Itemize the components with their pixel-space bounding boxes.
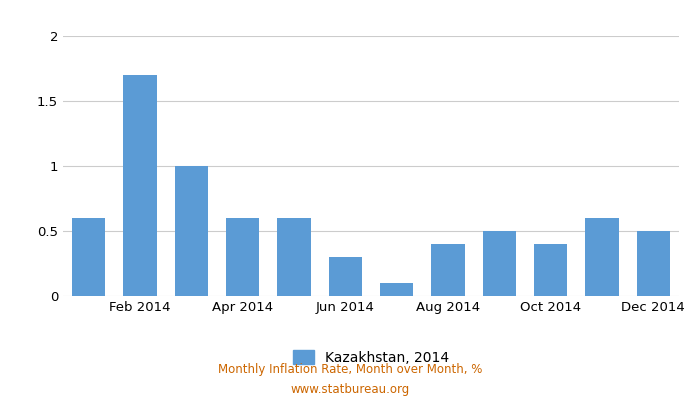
Bar [123,75,157,296]
Bar [534,244,567,296]
Bar [483,231,516,296]
Bar [329,257,362,296]
Bar [277,218,311,296]
Bar [637,231,670,296]
Bar [431,244,465,296]
Text: Monthly Inflation Rate, Month over Month, %: Monthly Inflation Rate, Month over Month… [218,364,482,376]
Bar [72,218,105,296]
Bar [226,218,259,296]
Legend: Kazakhstan, 2014: Kazakhstan, 2014 [293,350,449,364]
Text: www.statbureau.org: www.statbureau.org [290,384,410,396]
Bar [174,166,208,296]
Bar [380,283,413,296]
Bar [585,218,619,296]
